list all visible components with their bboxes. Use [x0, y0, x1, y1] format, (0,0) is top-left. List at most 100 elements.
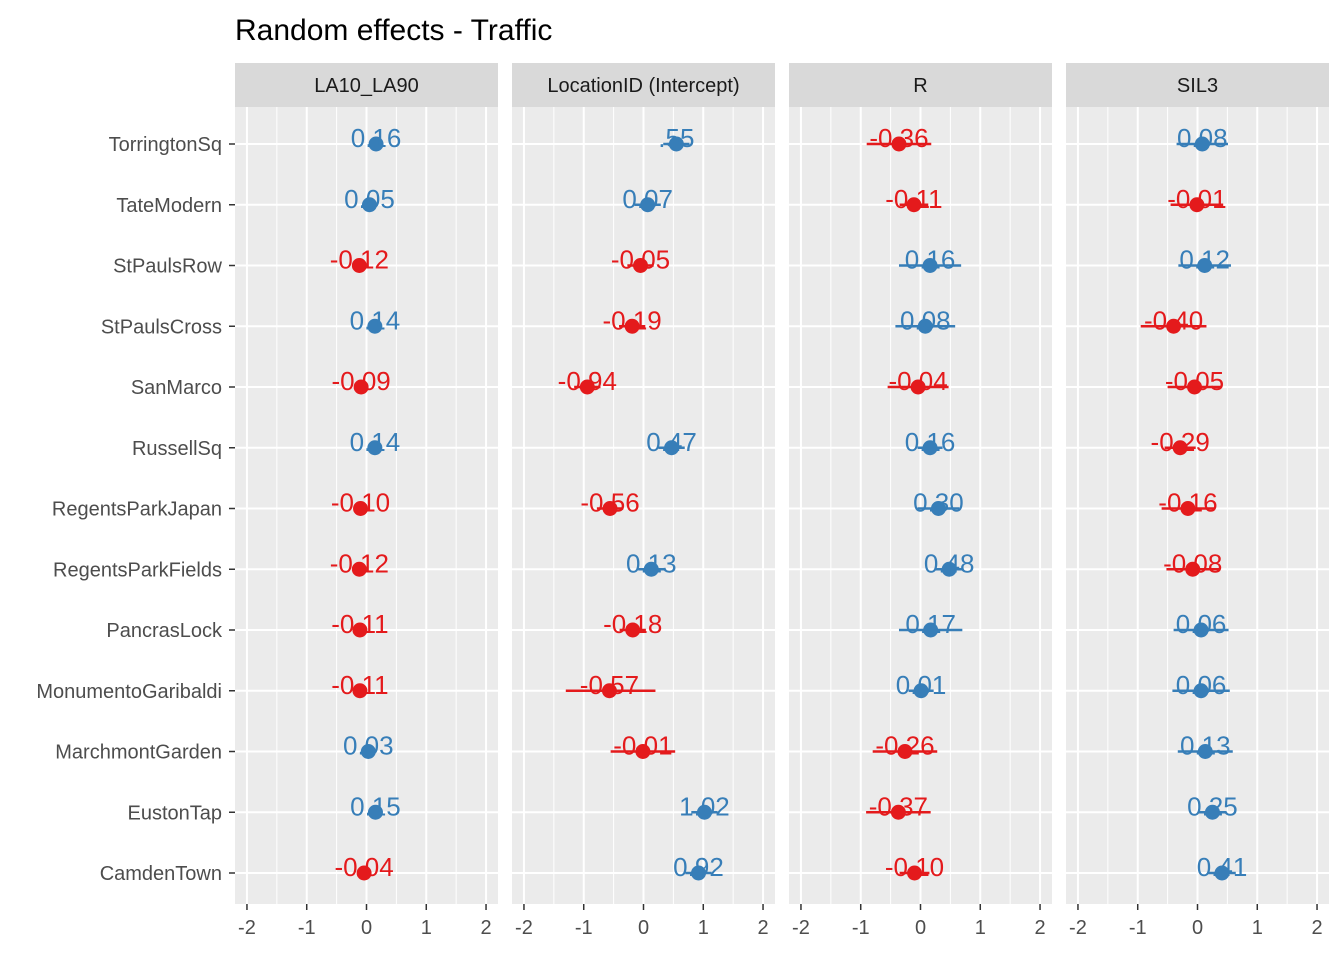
value-label: 0.13 — [1180, 731, 1231, 761]
y-category-label: EustonTap — [127, 802, 222, 824]
value-label: -0.01 — [1167, 184, 1226, 214]
x-tick-label: 1 — [698, 917, 709, 939]
y-category-label: RussellSq — [132, 438, 222, 460]
value-label: -0.56 — [580, 488, 639, 518]
estimate-point — [1214, 865, 1230, 881]
y-category-label: MarchmontGarden — [55, 742, 222, 764]
x-tick-label: -2 — [515, 917, 533, 939]
x-tick-label: -1 — [575, 917, 593, 939]
estimate-point — [351, 258, 367, 273]
value-label: 0.05 — [344, 184, 395, 214]
value-label: 0.41 — [1197, 852, 1248, 882]
estimate-point — [910, 379, 926, 395]
estimate-point — [640, 197, 656, 213]
x-tick-label: 2 — [1311, 917, 1322, 939]
estimate-point — [1193, 622, 1209, 638]
value-label: -0.09 — [331, 366, 390, 396]
estimate-point — [890, 804, 906, 820]
value-label: 0.16 — [905, 427, 956, 457]
value-label: 0.14 — [350, 305, 401, 335]
value-label: 0.13 — [626, 548, 677, 578]
x-tick-label: 0 — [361, 917, 372, 939]
estimate-point — [367, 804, 383, 820]
value-label: 0.92 — [673, 852, 724, 882]
value-label: -0.40 — [1144, 305, 1203, 335]
estimate-point — [922, 440, 938, 456]
estimate-point — [602, 501, 618, 516]
strip-background — [1066, 63, 1329, 107]
y-category-label: PancrasLock — [106, 620, 223, 642]
value-label: -0.12 — [330, 548, 389, 578]
strip-label: LocationID (Intercept) — [547, 75, 739, 97]
value-label: -0.05 — [1165, 366, 1224, 396]
value-label: -0.29 — [1151, 427, 1210, 457]
estimate-point — [1166, 318, 1182, 334]
estimate-point — [664, 440, 680, 456]
estimate-point — [367, 318, 383, 334]
estimate-point — [361, 197, 377, 213]
panel-la10-la90: LA10_LA90 -2 -1 0 1 2 0.16 0.05 -0.12 0.14 -0.09 0.… — [235, 63, 498, 939]
value-label: -0.94 — [558, 366, 617, 396]
value-label: 0.25 — [1187, 791, 1238, 821]
strip-background — [512, 63, 775, 107]
estimate-point — [624, 318, 640, 334]
value-label: -0.11 — [331, 670, 388, 700]
value-label: -0.26 — [875, 731, 934, 761]
value-label: 0.17 — [905, 609, 956, 639]
facet-panels: LA10_LA90 -2 -1 0 1 2 0.16 0.05 -0.12 0.14 -0.09 0.… — [235, 63, 1329, 939]
estimate-point — [635, 744, 651, 759]
x-tick-label: -1 — [1129, 917, 1147, 939]
value-label: -0.10 — [331, 488, 390, 518]
value-label: 0.16 — [351, 123, 402, 153]
strip-label: LA10_LA90 — [314, 75, 419, 97]
y-category-label: RegentsParkJapan — [52, 499, 222, 521]
estimate-point — [907, 865, 923, 881]
estimate-point — [1185, 561, 1201, 577]
estimate-point — [352, 622, 368, 638]
y-category-label: TateModern — [116, 195, 222, 217]
panel-r: R -2 -1 0 1 2 -0.36 -0.11 0.16 0.08 -0.04 0.16 0.30 0… — [789, 63, 1052, 939]
estimate-point — [579, 379, 595, 395]
value-label: 0.08 — [900, 305, 951, 335]
value-label: 0.03 — [343, 731, 394, 761]
estimate-point — [352, 683, 368, 699]
estimate-point — [917, 318, 933, 334]
estimate-point — [913, 683, 929, 699]
value-label: 0.47 — [646, 427, 697, 457]
x-tick-label: 1 — [421, 917, 432, 939]
y-category-label: SanMarco — [131, 377, 222, 399]
value-label: -0.57 — [580, 670, 639, 700]
estimate-point — [1193, 683, 1209, 699]
estimate-point — [643, 561, 659, 577]
y-category-label: MonumentoGaribaldi — [36, 681, 222, 703]
value-label: -0.36 — [869, 123, 928, 153]
estimate-point — [668, 136, 684, 152]
value-label: 0.48 — [924, 548, 975, 578]
x-tick-label: -2 — [238, 917, 256, 939]
estimate-point — [906, 197, 922, 213]
value-label: 0.06 — [1176, 609, 1227, 639]
estimate-point — [353, 379, 369, 395]
value-label: -0.11 — [885, 184, 942, 214]
estimate-point — [922, 258, 938, 273]
value-label: 0.14 — [350, 427, 401, 457]
x-tick-label: 0 — [1192, 917, 1203, 939]
strip-background — [789, 63, 1052, 107]
value-label: -0.18 — [603, 609, 662, 639]
estimate-point — [690, 865, 706, 881]
estimate-point — [696, 804, 712, 820]
value-label: -0.04 — [334, 852, 393, 882]
estimate-point — [1197, 258, 1213, 273]
estimate-point — [356, 865, 372, 881]
estimate-point — [633, 258, 649, 273]
x-tick-label: 1 — [975, 917, 986, 939]
y-axis-labels: TorringtonSq TateModern StPaulsRow StPaulsC… — [36, 134, 235, 885]
value-label: 0.15 — [350, 791, 401, 821]
estimate-point — [1197, 744, 1213, 759]
estimate-point — [930, 501, 946, 516]
estimate-point — [367, 440, 383, 456]
estimate-point — [353, 501, 369, 516]
estimate-point — [1189, 197, 1205, 213]
x-tick-label: -1 — [852, 917, 870, 939]
